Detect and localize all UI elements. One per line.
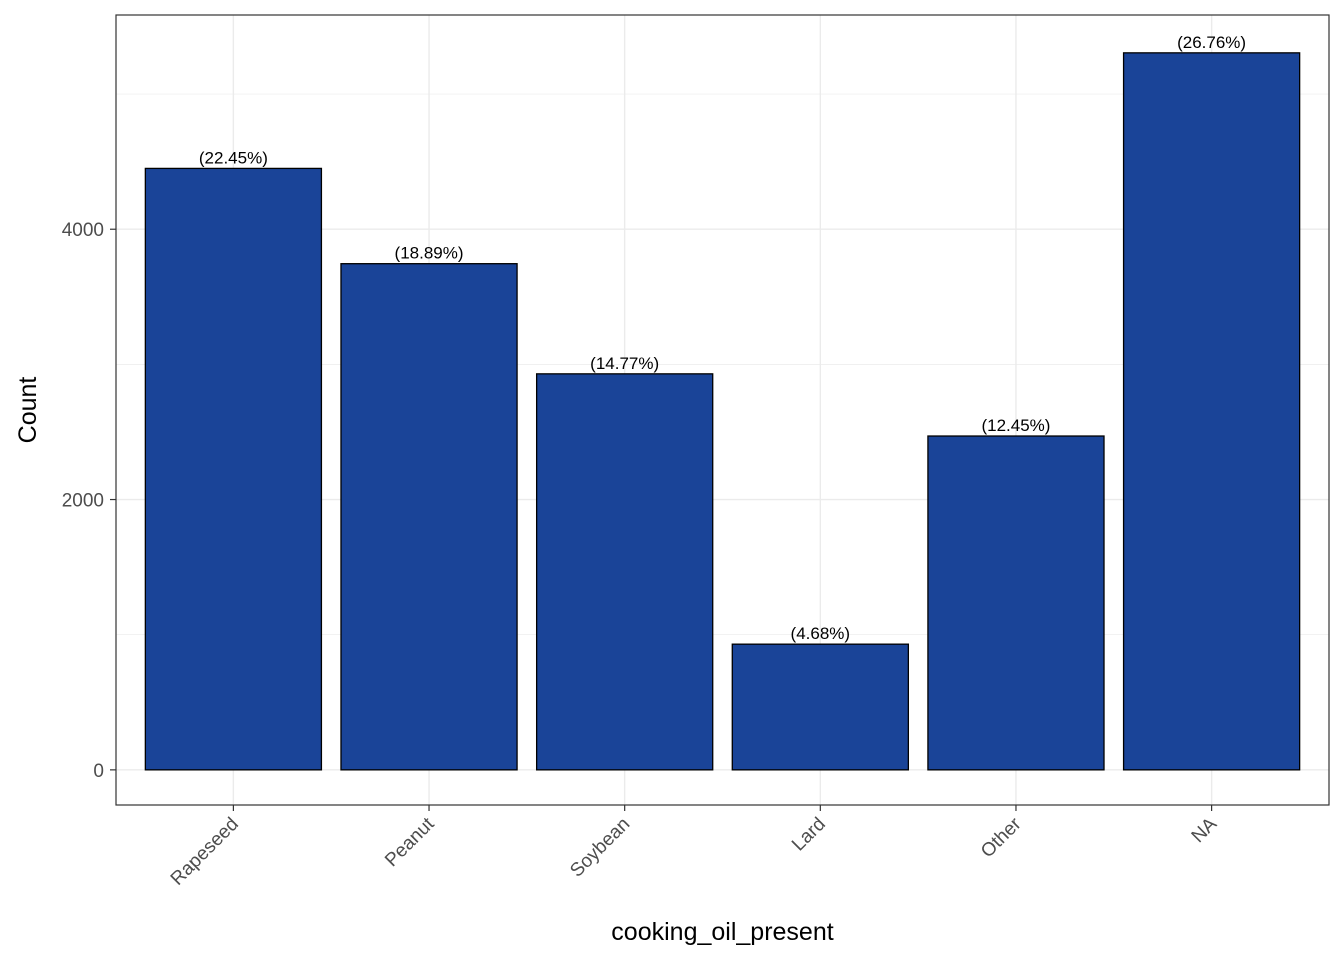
bar-value-labels: (22.45%) (18.89%) (14.77%) (4.68%) (12.45%) (…: [199, 33, 1246, 643]
x-axis: Rapeseed Peanut Soybean Lard Other NA: [167, 805, 1222, 890]
bar-other: [927, 435, 1105, 771]
bar-value-label: (18.89%): [395, 244, 464, 263]
x-tick-label: NA: [1188, 813, 1222, 847]
x-tick-label: Lard: [788, 814, 830, 856]
y-axis-title: Count: [14, 377, 42, 444]
y-axis: 0 2000 4000: [62, 220, 116, 782]
y-tick-label: 4000: [62, 220, 104, 241]
bar-value-label: (26.76%): [1177, 33, 1246, 52]
x-tick-label: Rapeseed: [167, 814, 243, 890]
bar-lard: [731, 643, 910, 771]
bar-soybean: [535, 373, 714, 771]
bar-na: [1122, 52, 1301, 771]
bar-value-label: (4.68%): [791, 624, 851, 643]
bar-value-label: (12.45%): [981, 416, 1050, 435]
x-tick-label: Peanut: [381, 813, 439, 871]
bar-peanut: [340, 263, 518, 771]
bar-rapeseed: [144, 167, 323, 771]
x-axis-title: cooking_oil_present: [611, 918, 833, 946]
bars: [144, 52, 1301, 771]
y-tick-label: 2000: [62, 491, 104, 512]
y-tick-label: 0: [93, 761, 104, 782]
x-tick-label: Other: [977, 813, 1026, 862]
x-tick-label: Soybean: [566, 814, 634, 882]
bar-value-label: (14.77%): [590, 354, 659, 373]
bar-value-label: (22.45%): [199, 148, 268, 167]
panel-border: [115, 14, 1330, 806]
